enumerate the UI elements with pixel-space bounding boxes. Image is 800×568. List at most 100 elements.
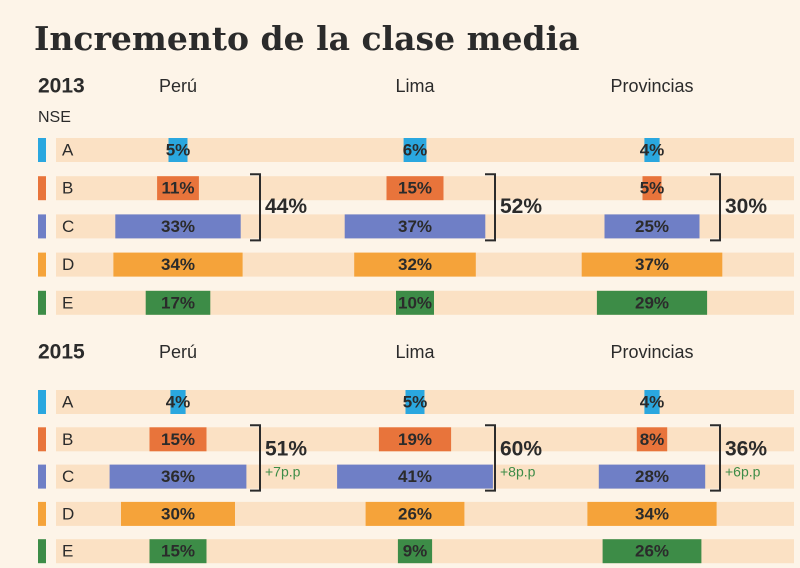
category-swatch (38, 252, 46, 277)
bar (642, 176, 662, 201)
category-label: B (62, 430, 73, 449)
bar-label: 28% (635, 467, 669, 486)
bar (113, 252, 243, 277)
category-label: B (62, 179, 73, 198)
bar-label: 10% (398, 293, 432, 312)
bar (405, 390, 425, 414)
bar (109, 464, 247, 489)
category-label: D (62, 255, 74, 274)
bracket (250, 173, 261, 242)
bar (644, 390, 660, 414)
bar (344, 214, 486, 239)
bracket-total: 60% (500, 437, 542, 460)
bar (644, 138, 660, 162)
bar-label: 15% (161, 430, 195, 449)
bar-label: 11% (161, 179, 194, 198)
bracket-change: +7p.p (265, 464, 301, 480)
bar-label: 37% (635, 255, 669, 274)
bar (397, 539, 433, 564)
bar-label: 9% (403, 542, 428, 561)
category-swatch (38, 427, 46, 452)
bar (168, 138, 188, 162)
column-header: Provincias (610, 76, 693, 96)
bracket-total: 30% (725, 195, 767, 218)
bar (115, 214, 241, 239)
category-swatch (38, 539, 46, 564)
bar (365, 501, 465, 526)
bar-label: 30% (161, 504, 195, 523)
bar-label: 34% (635, 504, 669, 523)
bar (170, 390, 186, 414)
bar-label: 4% (640, 140, 665, 159)
bar (598, 464, 706, 489)
bar-label: 34% (161, 255, 195, 274)
bracket-total: 36% (725, 437, 767, 460)
bar-label: 5% (403, 392, 428, 411)
category-label: E (62, 542, 73, 561)
bar (403, 138, 427, 162)
bar (596, 290, 708, 315)
bar (587, 501, 717, 526)
bar (378, 427, 452, 452)
bar-label: 41% (398, 467, 432, 486)
bar-label: 19% (398, 430, 432, 449)
category-swatch (38, 176, 46, 201)
bar-label: 37% (398, 217, 432, 236)
bracket-total: 44% (265, 195, 307, 218)
title: Incremento de la clase media (34, 19, 580, 58)
bar-label: 26% (398, 504, 432, 523)
category-swatch (38, 214, 46, 239)
bar-label: 32% (398, 255, 432, 274)
bar (636, 427, 668, 452)
nse-label: NSE (38, 109, 71, 126)
bar-label: 8% (640, 430, 665, 449)
bar-label: 5% (166, 140, 191, 159)
bar (149, 539, 207, 564)
bar-label: 29% (635, 293, 669, 312)
bar-label: 17% (161, 293, 195, 312)
year-label: 2015 (38, 341, 85, 364)
category-label: D (62, 504, 74, 523)
category-label: E (62, 293, 73, 312)
category-label: C (62, 217, 74, 236)
bar (121, 501, 235, 526)
column-header: Perú (159, 76, 197, 96)
category-swatch (38, 464, 46, 489)
column-header: Lima (395, 342, 435, 362)
bar-label: 26% (635, 542, 669, 561)
bracket (710, 173, 721, 242)
bracket (250, 424, 261, 492)
bar-label: 33% (161, 217, 195, 236)
bar-label: 15% (161, 542, 195, 561)
column-header: Lima (395, 76, 435, 96)
bar-label: 4% (640, 392, 665, 411)
year-label: 2013 (38, 75, 85, 98)
bar (157, 176, 199, 201)
bar-label: 25% (635, 217, 669, 236)
bar (581, 252, 723, 277)
category-swatch (38, 390, 46, 414)
bar (602, 539, 702, 564)
bar (386, 176, 444, 201)
bracket-total: 51% (265, 437, 307, 460)
bracket-change: +8p.p (500, 464, 536, 480)
column-header: Perú (159, 342, 197, 362)
bracket (710, 424, 721, 492)
bar-label: 6% (403, 140, 428, 159)
bracket-change: +6p.p (725, 464, 761, 480)
bar (396, 290, 434, 315)
bar (604, 214, 700, 239)
bracket-total: 52% (500, 195, 542, 218)
bracket (485, 424, 496, 492)
bar-label: 15% (398, 179, 432, 198)
bar (337, 464, 493, 489)
bar (354, 252, 476, 277)
column-header: Provincias (610, 342, 693, 362)
category-swatch (38, 290, 46, 315)
category-swatch (38, 501, 46, 526)
bar (149, 427, 207, 452)
category-label: C (62, 467, 74, 486)
bar-label: 5% (640, 179, 665, 198)
category-label: A (62, 392, 74, 411)
